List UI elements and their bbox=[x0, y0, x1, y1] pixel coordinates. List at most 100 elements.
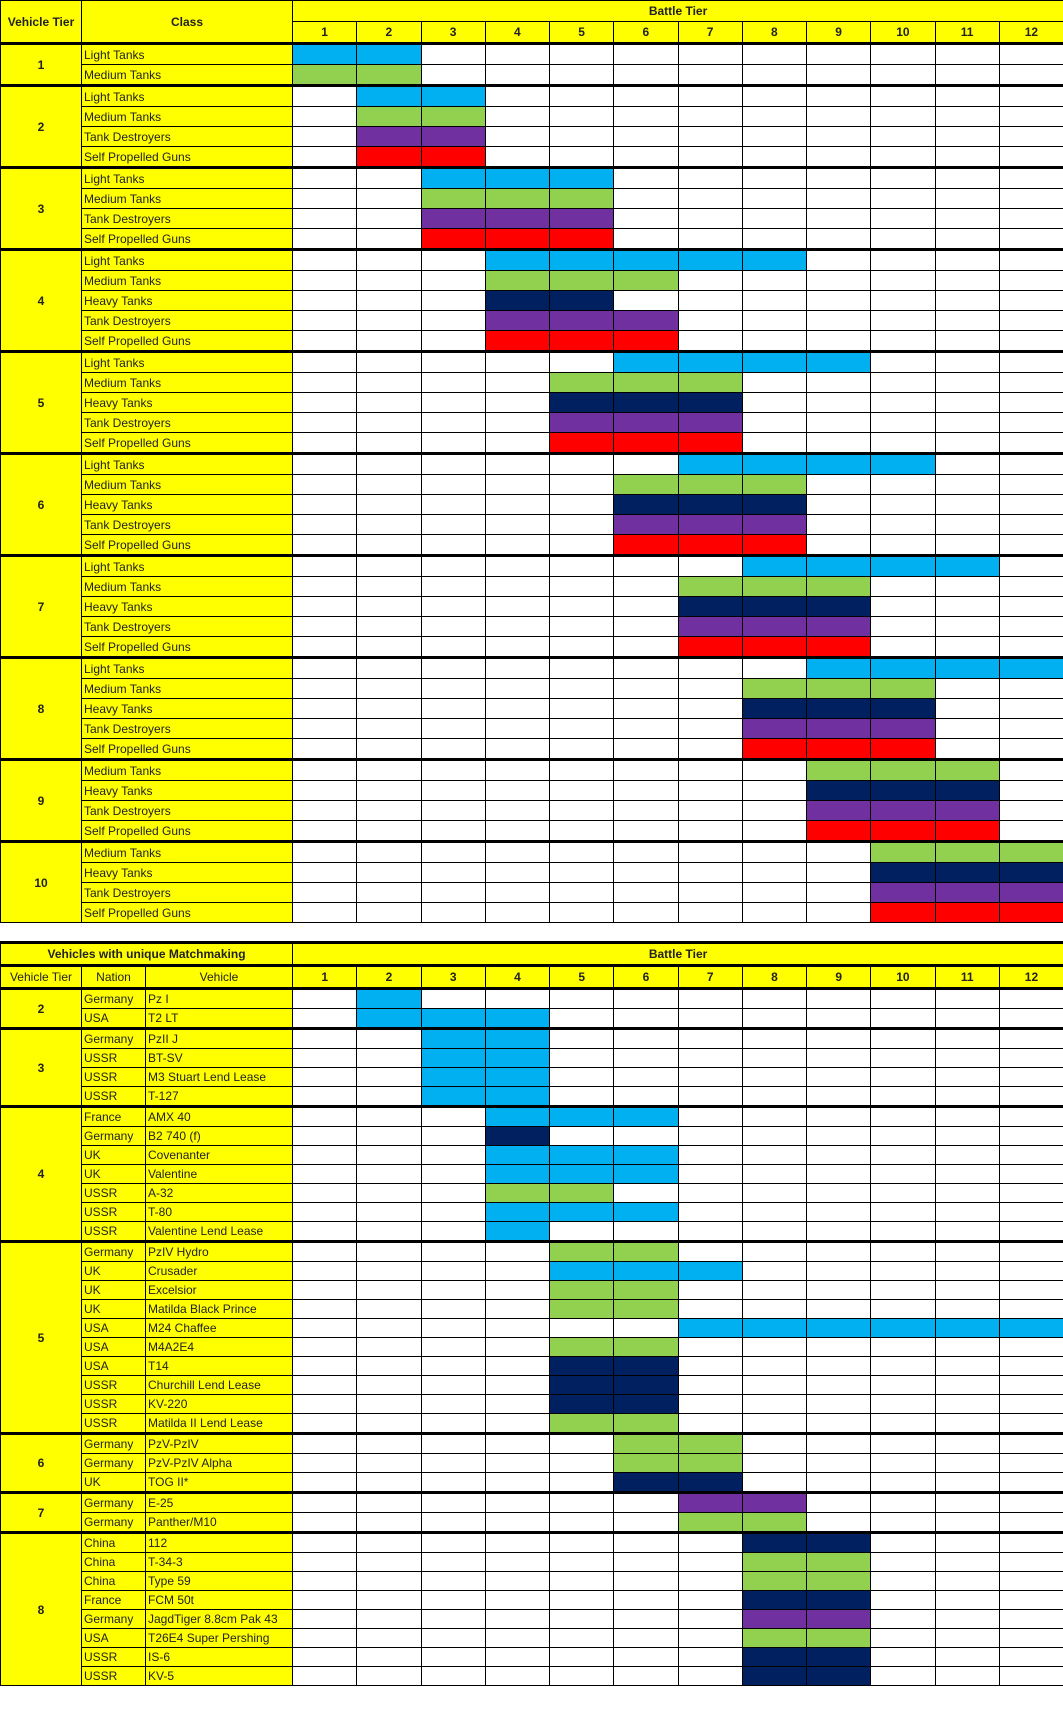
battle-tier-cell-filled bbox=[613, 1145, 679, 1165]
vehicle-tier-label: 7 bbox=[0, 554, 82, 658]
battle-tier-cell-filled bbox=[420, 126, 486, 147]
class-label: Heavy Tanks bbox=[81, 698, 293, 719]
battle-tier-cell-empty bbox=[806, 1105, 872, 1127]
battle-tier-cell-empty bbox=[934, 616, 1000, 637]
battle-tier-cell-empty bbox=[548, 452, 615, 475]
class-label: Medium Tanks bbox=[81, 840, 293, 863]
battle-tier-cell-empty bbox=[805, 310, 872, 331]
battle-tier-cell-empty bbox=[998, 1432, 1063, 1454]
battle-tier-cell-filled bbox=[998, 882, 1063, 903]
battle-tier-cell-empty bbox=[613, 576, 679, 597]
vehicle-label: M24 Chaffee bbox=[144, 1318, 294, 1338]
battle-tier-cell-filled bbox=[420, 106, 486, 127]
battle-tier-cell-empty bbox=[677, 166, 743, 189]
battle-tier-cell-empty bbox=[998, 42, 1063, 65]
battle-tier-cell-empty bbox=[420, 862, 486, 883]
battle-tier-cell-empty bbox=[998, 1552, 1063, 1572]
battle-tier-cell-empty bbox=[484, 636, 551, 658]
battle-tier-cell-empty bbox=[613, 1183, 679, 1203]
battle-tier-cell-empty bbox=[934, 270, 1000, 291]
battle-tier-cell-empty bbox=[741, 412, 808, 433]
battle-tier-cell-empty bbox=[484, 596, 551, 617]
battle-tier-cell-empty bbox=[613, 616, 679, 637]
vehicle-tier-label: 3 bbox=[0, 1027, 82, 1107]
battle-tier-cell-empty bbox=[870, 1512, 936, 1533]
battle-tier-cell-empty bbox=[870, 84, 936, 107]
battle-tier-cell-empty bbox=[420, 1531, 486, 1553]
battle-tier-cell-empty bbox=[677, 862, 743, 883]
battle-tier-cell-empty bbox=[934, 1202, 1000, 1222]
battle-tier-cell-empty bbox=[291, 698, 358, 719]
class-label: Self Propelled Guns bbox=[81, 534, 293, 556]
battle-tier-cell-empty bbox=[998, 452, 1063, 475]
battle-tier-cell-empty bbox=[677, 146, 743, 168]
battle-tier-cell-empty bbox=[677, 1552, 743, 1572]
battle-tier-cell-filled bbox=[613, 1472, 679, 1493]
battle-tier-cell-filled bbox=[741, 596, 808, 617]
vehicle-label: BT-SV bbox=[144, 1048, 294, 1068]
battle-tier-cell-empty bbox=[998, 534, 1063, 556]
battle-tier-cell-filled bbox=[806, 1590, 872, 1610]
battle-tier-cell-empty bbox=[613, 636, 679, 658]
battle-tier-cell-empty bbox=[356, 534, 422, 556]
vehicle-row: 5 Germany PzIV Hydro bbox=[0, 1240, 1063, 1434]
battle-tier-cell-empty bbox=[741, 780, 808, 801]
battle-tier-column-header: 12 bbox=[998, 964, 1063, 989]
battle-tier-cell-filled bbox=[548, 330, 615, 352]
battle-tier-cell-empty bbox=[420, 1628, 486, 1648]
battle-tier-cell-empty bbox=[292, 1183, 358, 1203]
battle-tier-cell-filled bbox=[677, 452, 743, 475]
battle-tier-cell-empty bbox=[548, 636, 615, 658]
battle-tier-cell-empty bbox=[356, 1261, 422, 1281]
battle-tier-cell-empty bbox=[998, 616, 1063, 637]
battle-tier-cell-empty bbox=[934, 1531, 1000, 1553]
battle-tier-cell-empty bbox=[356, 1164, 422, 1184]
battle-tier-cell-empty bbox=[420, 534, 486, 556]
battle-tier-cell-empty bbox=[998, 820, 1063, 842]
battle-tier-cell-filled bbox=[548, 208, 615, 229]
battle-tier-cell-empty bbox=[806, 1240, 872, 1262]
battle-tier-cell-empty bbox=[292, 1126, 358, 1146]
battle-tier-cell-filled bbox=[870, 820, 936, 842]
battle-tier-cell-empty bbox=[677, 1337, 743, 1357]
battle-tier-cell-empty bbox=[934, 310, 1000, 331]
battle-tier-cell-empty bbox=[998, 1008, 1063, 1029]
battle-tier-cell-filled bbox=[741, 494, 808, 515]
battle-tier-cell-empty bbox=[934, 1394, 1000, 1414]
battle-tier-cell-empty bbox=[998, 596, 1063, 617]
battle-tier-cell-empty bbox=[741, 1299, 808, 1319]
battle-tier-cell-empty bbox=[998, 1666, 1063, 1686]
nation-label: USA bbox=[81, 1356, 146, 1376]
battle-tier-cell-filled bbox=[805, 678, 872, 699]
battle-tier-cell-empty bbox=[677, 1571, 743, 1591]
class-row: 8 Light Tanks bbox=[0, 656, 1063, 760]
battle-tier-cell-empty bbox=[549, 1126, 615, 1146]
battle-tier-cell-filled bbox=[934, 554, 1000, 577]
battle-tier-cell-empty bbox=[998, 1628, 1063, 1648]
battle-tier-cell-filled bbox=[741, 350, 808, 373]
class-label: Self Propelled Guns bbox=[81, 228, 293, 250]
battle-tier-cell-empty bbox=[998, 738, 1063, 760]
battle-tier-cell-empty bbox=[356, 596, 422, 617]
battle-tier-cell-empty bbox=[420, 1280, 486, 1300]
battle-tier-cell-empty bbox=[356, 1318, 422, 1338]
battle-tier-cell-empty bbox=[291, 372, 358, 393]
battle-tier-cell-empty bbox=[484, 576, 551, 597]
battle-tier-cell-empty bbox=[613, 820, 679, 842]
battle-tier-cell-filled bbox=[549, 1337, 615, 1357]
class-row: Medium Tanks bbox=[1, 678, 1063, 699]
battle-tier-column-header: 3 bbox=[420, 964, 486, 989]
battle-tier-column-header: 8 bbox=[741, 21, 808, 44]
battle-tier-cell-empty bbox=[356, 228, 422, 250]
battle-tier-cell-empty bbox=[805, 494, 872, 515]
battle-tier-cell-filled bbox=[741, 554, 808, 577]
battle-tier-cell-empty bbox=[998, 1221, 1063, 1242]
battle-tier-cell-filled bbox=[677, 248, 743, 271]
battle-tier-cell-filled bbox=[870, 738, 936, 760]
battle-tier-cell-empty bbox=[291, 330, 358, 352]
battle-tier-cell-empty bbox=[613, 1027, 679, 1049]
battle-tier-cell-filled bbox=[420, 208, 486, 229]
battle-tier-cell-empty bbox=[741, 1261, 808, 1281]
class-label: Heavy Tanks bbox=[81, 780, 293, 801]
battle-tier-cell-filled bbox=[677, 1453, 743, 1473]
